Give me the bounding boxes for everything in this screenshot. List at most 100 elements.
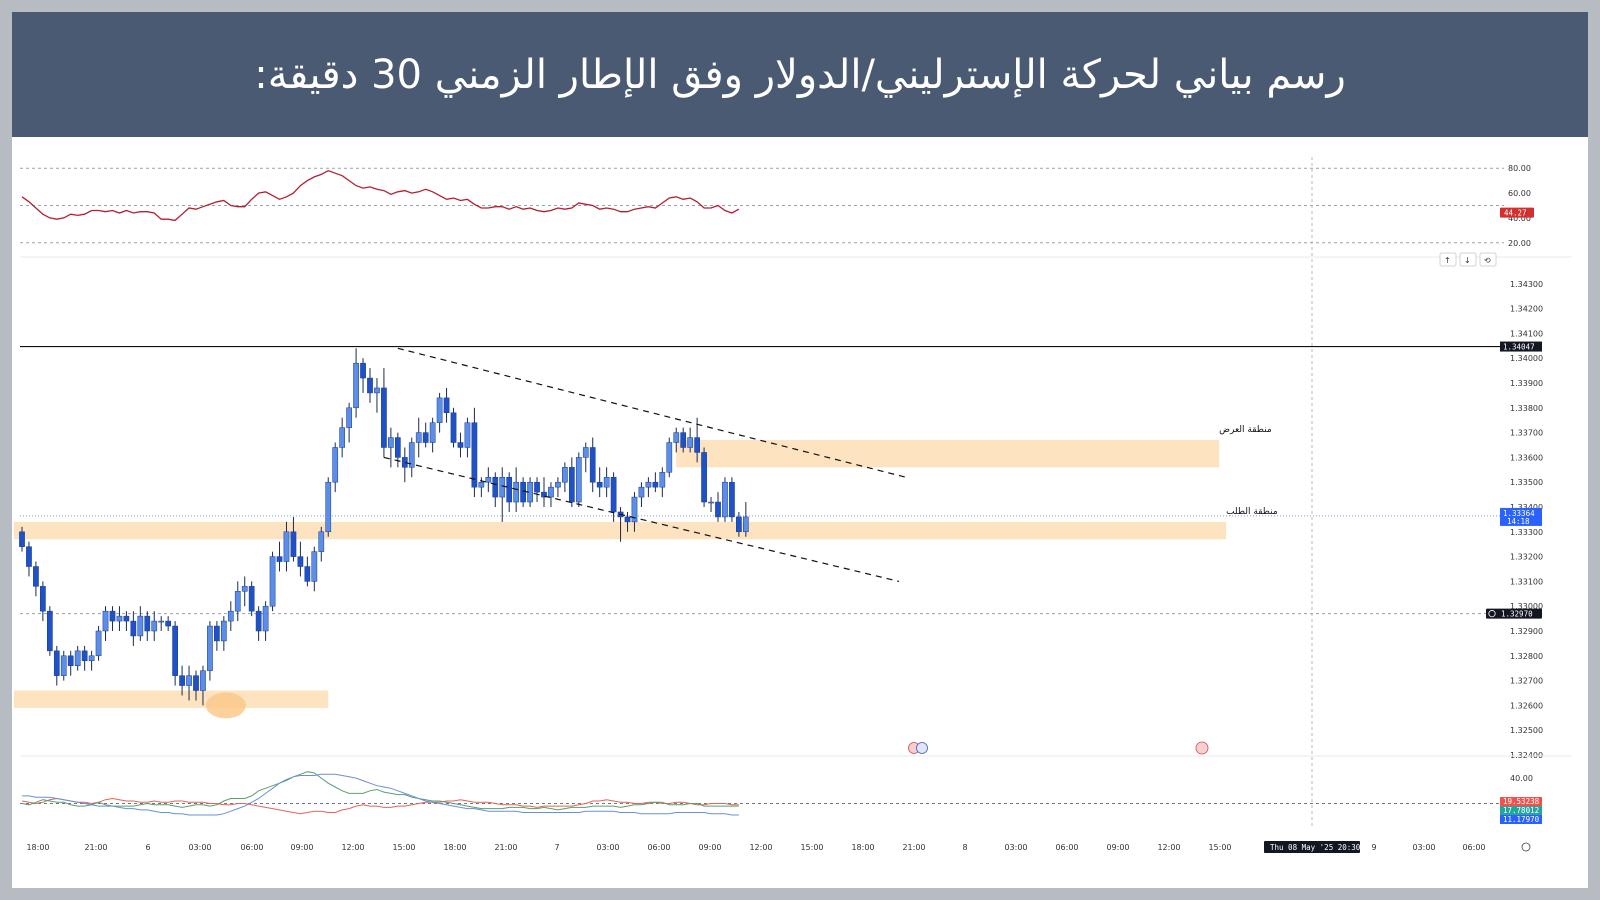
candle-body	[548, 486, 554, 498]
candle	[227, 601, 234, 631]
candle	[248, 581, 255, 617]
candle-body	[33, 566, 39, 587]
candle-body	[144, 615, 151, 632]
time-tick-label: 12:00	[341, 843, 364, 852]
candle	[53, 645, 60, 686]
time-tick-label: 09:00	[1106, 843, 1129, 852]
crosshair-price-label: 1.32970	[1501, 610, 1533, 619]
candle-body	[729, 481, 735, 518]
candle	[659, 467, 666, 498]
candle	[165, 616, 172, 631]
candle	[311, 546, 318, 592]
candle-body	[130, 620, 137, 637]
candle-body	[116, 615, 123, 622]
dmi-value-label-2: 11.17970	[1503, 815, 1540, 824]
candle	[485, 467, 492, 493]
reset-button[interactable]	[1479, 252, 1497, 267]
settings-gear-icon[interactable]	[1521, 842, 1531, 852]
dmi-value-label-0: 19.53238	[1503, 797, 1540, 806]
candle-body	[742, 516, 749, 533]
candle-body	[562, 467, 568, 483]
dmi-value-tag-2	[1500, 815, 1542, 824]
last-price-label: 1.33364	[1503, 509, 1535, 518]
up-arrow-button[interactable]	[1439, 252, 1457, 267]
candle	[401, 447, 408, 483]
candle	[276, 541, 283, 572]
candle-body	[673, 432, 680, 443]
candle-body	[388, 437, 394, 448]
uk-flag-event-icon[interactable]	[1195, 741, 1209, 755]
us-flag-event-icon[interactable]	[916, 742, 928, 754]
candle-body	[701, 452, 707, 503]
candle-body	[290, 531, 297, 557]
price-tick-label: 1.33400	[1510, 503, 1543, 512]
candle	[207, 621, 213, 681]
price-tick-label: 1.32900	[1510, 627, 1543, 636]
time-tick-label: 18:00	[26, 843, 49, 852]
candle-body	[360, 362, 366, 379]
candle-body	[485, 476, 492, 483]
time-tick-label: 21:00	[902, 843, 925, 852]
candle	[26, 541, 32, 577]
resistance-price-label: 1.34047	[1503, 343, 1535, 352]
price-tick-label: 1.33100	[1510, 577, 1543, 586]
candle	[116, 606, 123, 631]
candle	[478, 477, 485, 498]
zone-2	[14, 690, 329, 708]
rsi-tick-label: 80.00	[1508, 164, 1531, 173]
candle	[367, 368, 373, 403]
candle-body	[88, 655, 95, 662]
down-arrow-button[interactable]	[1459, 252, 1477, 267]
price-tick-label: 1.34300	[1510, 280, 1543, 289]
title-bar: رسم بياني لحركة الإسترليني/الدولار وفق ا…	[12, 12, 1588, 137]
price-tick-label: 1.33300	[1510, 528, 1543, 537]
candle	[408, 437, 415, 478]
last-price-tag	[1500, 507, 1542, 526]
candle	[422, 422, 429, 448]
time-tick-label: 06:00	[1462, 843, 1485, 852]
time-tick-label: 09:00	[698, 843, 721, 852]
candle-body	[457, 442, 464, 448]
candle	[325, 477, 332, 537]
candle	[680, 427, 687, 453]
candle	[137, 606, 144, 641]
rsi-value-label: 44.27	[1504, 209, 1527, 218]
time-tick-label: 18:00	[443, 843, 466, 852]
candle	[450, 407, 457, 448]
price-tick-label: 1.33900	[1510, 379, 1543, 388]
time-tick-label: 15:00	[392, 843, 415, 852]
candle	[436, 392, 443, 433]
candle	[269, 551, 276, 612]
candle	[499, 467, 506, 522]
time-tick-label: 12:00	[749, 843, 772, 852]
chart-controls[interactable]: ↑ ↓ ⟲	[1439, 252, 1497, 267]
candle	[471, 407, 478, 498]
candle	[673, 427, 680, 453]
candle	[144, 611, 151, 641]
candle	[520, 477, 526, 507]
candle-body	[186, 675, 192, 686]
candle-body	[227, 610, 234, 622]
candle-body	[520, 481, 526, 503]
candle	[179, 665, 185, 696]
rsi-tick-label: 60.00	[1508, 189, 1531, 198]
candle-body	[26, 546, 32, 567]
candle-body	[506, 476, 513, 503]
candle-body	[109, 610, 116, 622]
candle	[297, 541, 304, 577]
candle	[394, 432, 401, 468]
crosshair-plus-icon[interactable]	[1488, 610, 1496, 618]
candle-body	[297, 556, 304, 567]
candle-body	[193, 675, 199, 691]
candle	[220, 616, 227, 651]
candle-body	[680, 432, 687, 448]
candle-body	[429, 422, 436, 443]
dmi-line-1	[21, 771, 739, 811]
candle	[575, 452, 582, 507]
candle	[339, 417, 346, 458]
candle-body	[325, 481, 332, 533]
candle-body	[582, 447, 589, 458]
candle	[33, 561, 39, 597]
